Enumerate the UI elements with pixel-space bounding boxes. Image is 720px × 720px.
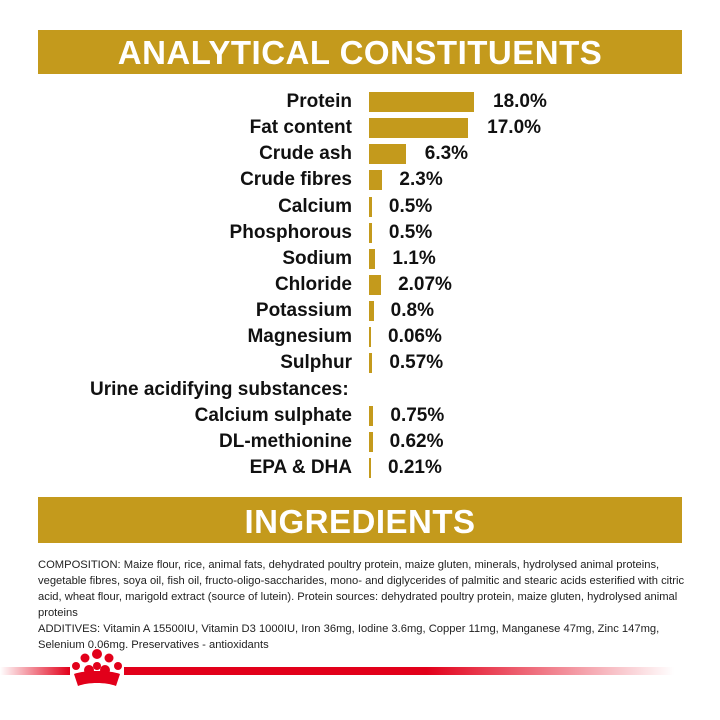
nutrient-bar [369, 301, 374, 321]
nutrient-bar [369, 144, 406, 164]
nutrient-label: Fat content [249, 117, 352, 138]
nutrient-row: Calcium sulphate 0.75% [0, 404, 720, 428]
nutrient-value: 0.5% [388, 222, 433, 243]
nutrient-bar [369, 249, 376, 269]
nutrient-label: Calcium [278, 196, 352, 217]
nutrient-bar [369, 458, 371, 478]
nutrient-value: 2.07% [398, 274, 452, 295]
nutrient-row: Crude fibres 2.3% [0, 168, 720, 192]
nutrient-label: Chloride [274, 274, 352, 295]
nutrient-value: 17.0% [487, 117, 542, 138]
nutrient-value: 6.3% [424, 143, 469, 164]
nutrient-value: 0.57% [389, 352, 444, 373]
nutrient-label: Potassium [255, 300, 352, 321]
nutrient-bar [369, 432, 373, 452]
nutrient-row: Fat content 17.0% [0, 116, 720, 140]
additives-paragraph: ADDITIVES: Vitamin A 15500IU, Vitamin D3… [38, 623, 660, 651]
nutrient-value: 0.06% [388, 326, 442, 347]
urine-acidifying-heading: Urine acidifying substances: [90, 379, 349, 400]
nutrient-value: 0.21% [388, 457, 442, 478]
nutrient-label: DL-methionine [219, 431, 352, 452]
nutrient-row: Magnesium 0.06% [0, 325, 720, 349]
nutrient-row: Calcium 0.5% [0, 195, 720, 219]
nutrient-value: 0.75% [390, 405, 445, 426]
composition-text: COMPOSITION: Maize flour, rice, animal f… [38, 557, 688, 653]
nutrient-label: Calcium sulphate [194, 405, 352, 426]
brand-line-left [0, 667, 70, 675]
nutrient-value: 0.5% [388, 196, 433, 217]
nutrient-label: Crude fibres [240, 169, 352, 190]
nutrient-row: Potassium 0.8% [0, 299, 720, 323]
nutrient-bar [369, 92, 474, 112]
nutrient-row: Sodium 1.1% [0, 247, 720, 271]
crown-icon [72, 649, 122, 686]
nutrient-bar [369, 353, 373, 373]
nutrient-row: Phosphorous 0.5% [0, 221, 720, 245]
nutrient-row: Protein 18.0% [0, 90, 720, 114]
nutrient-label: Crude ash [259, 143, 352, 164]
nutrient-label: Phosphorous [229, 222, 352, 243]
nutrient-row: Chloride 2.07% [0, 273, 720, 297]
nutrient-row: EPA & DHA 0.21% [0, 456, 720, 480]
nutrient-value: 1.1% [392, 248, 436, 269]
ingredients-header: INGREDIENTS [38, 497, 682, 543]
nutrient-value: 0.8% [390, 300, 434, 321]
analytical-constituents-header: ANALYTICAL CONSTITUENTS [38, 30, 682, 74]
nutrient-bar [369, 197, 372, 217]
brand-line-right [124, 667, 674, 675]
nutrient-bar [369, 223, 372, 243]
nutrient-value: 0.62% [389, 431, 444, 452]
composition-paragraph: COMPOSITION: Maize flour, rice, animal f… [38, 559, 685, 619]
nutrient-label: Magnesium [247, 326, 352, 347]
nutrient-value: 18.0% [493, 91, 547, 112]
nutrient-row: DL-methionine 0.62% [0, 430, 720, 454]
nutrient-label: EPA & DHA [249, 457, 352, 478]
nutrient-row: Sulphur 0.57% [0, 351, 720, 375]
nutrient-bar [369, 118, 469, 138]
nutrient-row: Crude ash 6.3% [0, 142, 720, 166]
nutrient-label: Sulphur [280, 352, 352, 373]
nutrient-value: 2.3% [399, 169, 443, 190]
nutrient-bar [369, 327, 371, 347]
nutrient-bar [369, 406, 374, 426]
nutrient-bar [369, 170, 383, 190]
nutrient-bar [369, 275, 382, 295]
nutrient-label: Sodium [282, 248, 352, 269]
nutrient-label: Protein [286, 91, 352, 112]
